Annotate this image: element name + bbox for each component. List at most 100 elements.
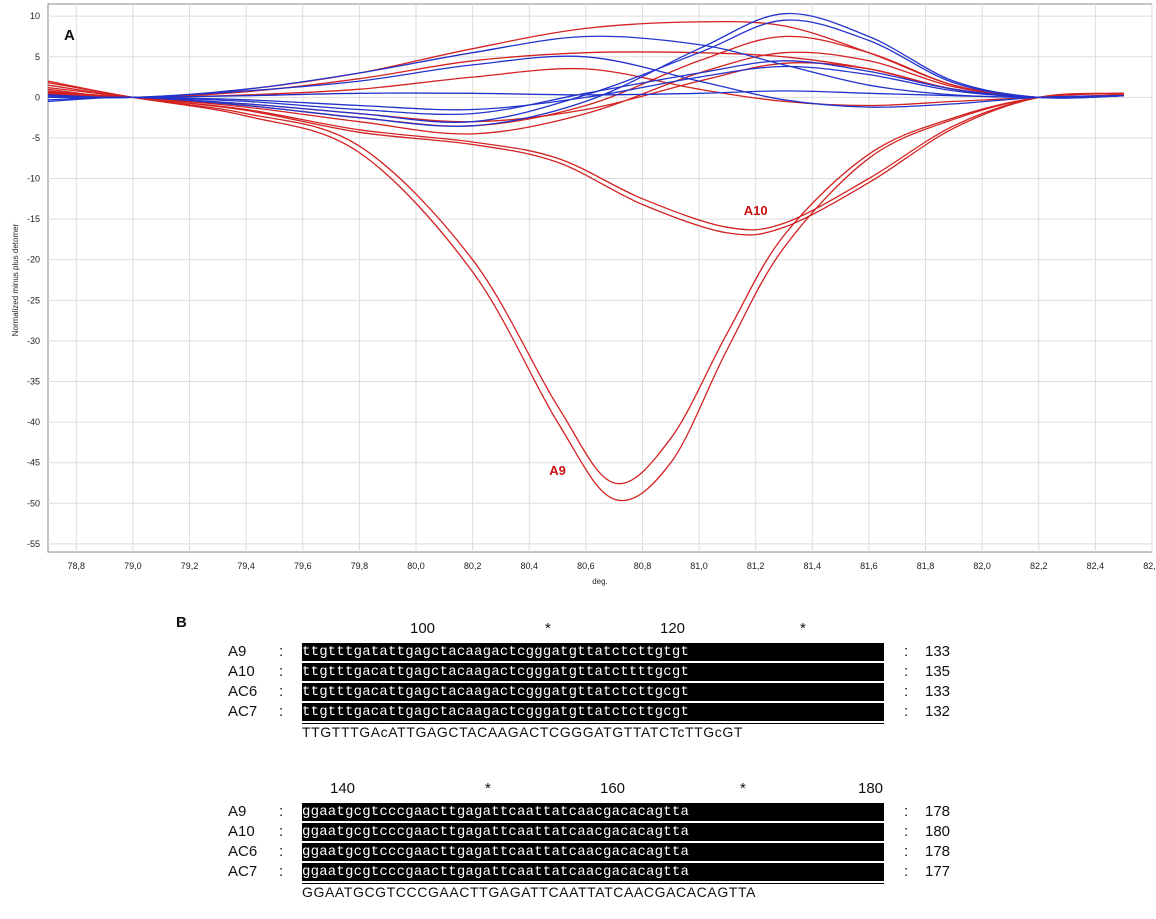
y-tick-label: -15 [27,214,40,224]
separator: : [904,663,909,680]
x-tick-label: 80,4 [520,561,538,571]
y-tick-label: -30 [27,336,40,346]
sequence-name: AC6 [228,683,258,700]
alignment-row: A10: ggaatgcgtcccgaacttgagattcaattatcaacg… [0,822,1156,842]
sequence-text: ttgtttgacattgagctacaagactcgggatgttatctct… [302,703,884,721]
series-line-blue [47,55,1124,108]
separator: : [279,843,284,860]
x-tick-label: 79,8 [351,561,369,571]
separator: : [279,823,284,840]
annotation-label: A9 [549,463,566,478]
alignment-row: AC6: ttgtttgacattgagctacaagactcgggatgttat… [0,682,1156,702]
sequence-name: A9 [228,803,247,820]
y-tick-label: -35 [27,377,40,387]
y-tick-label: -20 [27,255,40,265]
series-line-red [47,80,1124,485]
consensus-sequence: GGAATGCGTCCCGAACTTGAGATTCAATTATCAACGACAC… [302,883,884,902]
ruler-mark: * [545,620,551,637]
series-line-blue [47,90,1124,99]
separator: : [904,823,909,840]
separator: : [279,683,284,700]
sequence-text: ggaatgcgtcccgaacttgagattcaattatcaacgacac… [302,843,884,861]
alignment-row: A10: ttgtttgacattgagctacaagactcgggatgttat… [0,662,1156,682]
separator: : [904,703,909,720]
plot-frame [47,3,1153,553]
consensus-sequence: TTGTTTGAcATTGAGCTACAAGACTCGGGATGTTATCTcT… [302,723,884,742]
sequence-name: A10 [228,823,255,840]
sequence-name: A10 [228,663,255,680]
alignment-row: AC7: ttgtttgacattgagctacaagactcgggatgttat… [0,702,1156,722]
y-tick-label: 0 [35,92,40,102]
x-tick-label: 79,0 [124,561,142,571]
x-tick-label: 80,6 [577,561,595,571]
sequence-name: AC6 [228,843,258,860]
series-line-red [47,86,1124,236]
alignment-row: AC6: ggaatgcgtcccgaacttgagattcaattatcaacg… [0,842,1156,862]
ruler-mark: 180 [858,780,884,797]
position-count: 178 [925,803,951,820]
separator: : [279,803,284,820]
position-count: 132 [925,703,951,720]
sequence-text: ttgtttgacattgagctacaagactcgggatgttatctct… [302,683,884,701]
x-tick-label: 80,8 [634,561,652,571]
y-axis-title: Normalized minus plus detomer [11,223,20,336]
series-line-red [47,82,1124,502]
separator: : [904,803,909,820]
position-count: 133 [925,643,951,660]
separator: : [279,703,284,720]
x-tick-label: 82,0 [973,561,991,571]
y-tick-label: -25 [27,295,40,305]
separator: : [904,863,909,880]
ruler-mark: 100 [410,620,436,637]
panel-b-label: B [176,614,187,631]
panel-a-label: A [64,27,75,44]
y-tick-label: -5 [32,133,40,143]
x-tick-label: 79,2 [181,561,199,571]
ruler-mark: 160 [600,780,626,797]
series-line-blue [47,60,1124,116]
sequence-name: A9 [228,643,247,660]
ruler-mark: * [740,780,746,797]
grid-layer [48,4,1153,552]
sequence-text: ggaatgcgtcccgaacttgagattcaattatcaacgacac… [302,863,884,881]
ruler-mark: 140 [330,780,356,797]
x-tick-label: 81,8 [917,561,935,571]
x-tick-label: 78,8 [68,561,86,571]
series-line-blue [47,12,1124,127]
x-tick-label: 82,6 [1143,561,1156,571]
separator: : [279,863,284,880]
ruler-mark: 120 [660,620,686,637]
x-tick-label: 79,6 [294,561,312,571]
position-ruler: 100 * 120 * [0,620,1156,640]
sequence-text: ggaatgcgtcccgaacttgagattcaattatcaacgacac… [302,803,884,821]
x-tick-label: 81,0 [690,561,708,571]
position-count: 135 [925,663,951,680]
y-tick-label: 5 [35,52,40,62]
alignment-row: AC7: ggaatgcgtcccgaacttgagattcaattatcaacg… [0,862,1156,882]
x-tick-labels: 78,8 79,0 79,2 79,4 79,6 79,8 80,0 80,2 80,4 80,6… [68,561,1156,571]
annotation-label: A10 [744,203,768,218]
x-tick-label: 80,2 [464,561,482,571]
position-count: 177 [925,863,951,880]
y-tick-label: -40 [27,417,40,427]
y-tick-labels: 10 5 0 -5 -10 -15 -20 -25 -30 -35 -40 -45 -50 -55 [27,11,40,549]
y-tick-label: 10 [30,11,40,21]
series-line-red [47,84,1124,231]
ruler-mark: * [800,620,806,637]
sequence-alignment-panel: B 100 * 120 * A9: ttgtttgatattgagctacaagactcg… [0,600,1156,919]
position-count: 133 [925,683,951,700]
position-ruler: 140 * 160 * 180 [0,780,1156,800]
sequence-text: ttgtttgatattgagctacaagactcgggatgttatctct… [302,643,884,661]
x-axis-title: deg. [592,577,608,586]
series-layer [47,12,1124,502]
separator: : [279,663,284,680]
separator: : [904,843,909,860]
x-tick-label: 79,4 [237,561,255,571]
sequence-name: AC7 [228,863,258,880]
sequence-text: ggaatgcgtcccgaacttgagattcaattatcaacgacac… [302,823,884,841]
position-count: 180 [925,823,951,840]
separator: : [904,683,909,700]
series-line-blue [47,19,1124,124]
ruler-mark: * [485,780,491,797]
x-tick-label: 82,4 [1087,561,1105,571]
